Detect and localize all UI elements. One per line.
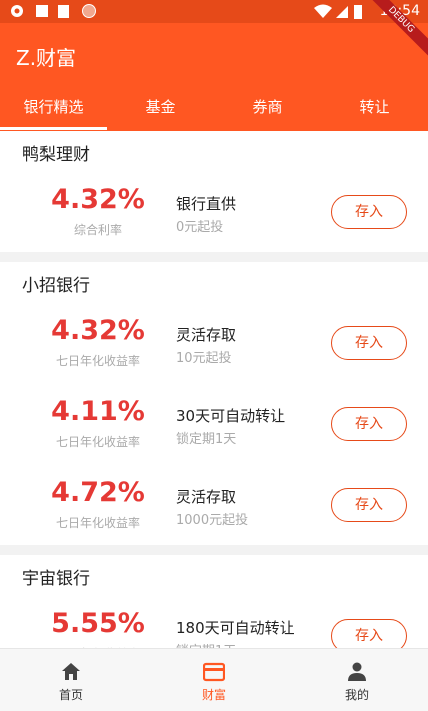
system-icons: [314, 4, 362, 19]
app-bar: Z.财富 银行精选 基金 券商 转让: [0, 23, 428, 131]
status-icons: [11, 4, 96, 18]
tab-indicator: [0, 127, 107, 130]
min-amount: 0元起投: [176, 220, 224, 235]
nav-item[interactable]: 我的: [286, 649, 428, 711]
rate-label: 七日年化收益率: [18, 645, 178, 648]
min-amount: 锁定期1天: [176, 640, 236, 648]
tab[interactable]: 基金: [145, 98, 176, 116]
product-name: 灵活存取: [176, 326, 237, 344]
rate: 4.32%: [51, 184, 145, 215]
min-amount: 10元起投: [176, 351, 232, 366]
bank-section: 鸭梨理财 4.32% 综合利率 银行直供 0元起投 存入: [0, 131, 428, 252]
section-title: 鸭梨理财: [22, 145, 90, 165]
app-title: Z.财富: [16, 46, 77, 70]
nav-item[interactable]: 财富: [143, 649, 285, 711]
section-title: 宇宙银行: [22, 569, 90, 589]
tab[interactable]: 券商: [252, 98, 283, 116]
rate-label: 七日年化收益率: [55, 516, 140, 530]
deposit-button[interactable]: 存入: [331, 619, 407, 648]
rate-label: 七日年化收益率: [55, 354, 140, 368]
rate: 4.72%: [51, 477, 145, 508]
product-name: 银行直供: [176, 195, 237, 213]
tab[interactable]: 银行精选: [23, 98, 84, 116]
nav-icon: [203, 662, 225, 682]
min-amount: 1000元起投: [176, 513, 249, 528]
deposit-button[interactable]: 存入: [331, 195, 407, 229]
rate: 4.32%: [51, 315, 145, 346]
rate: 5.55%: [51, 608, 145, 639]
nav-label: 我的: [344, 688, 369, 702]
rate-label: 七日年化收益率: [55, 435, 140, 449]
rate-label: 综合利率: [73, 223, 122, 237]
nav-label: 财富: [201, 688, 226, 702]
nav-item[interactable]: 首页: [0, 649, 142, 711]
min-amount: 锁定期1天: [176, 432, 237, 447]
tab[interactable]: 转让: [359, 98, 390, 116]
bank-section: 宇宙银行 5.55% 七日年化收益率 180天可自动转让锁定期1天 存入: [0, 555, 428, 648]
nav-icon: [348, 662, 366, 681]
nav-icon: [62, 663, 80, 680]
product-name: 灵活存取: [176, 488, 237, 506]
deposit-button[interactable]: 存入: [331, 326, 407, 360]
product-name: 180天可自动转让: [176, 619, 295, 637]
bottom-nav: 首页 财富 我的: [0, 648, 428, 711]
deposit-button[interactable]: 存入: [331, 488, 407, 522]
deposit-button[interactable]: 存入: [331, 407, 407, 441]
product-name: 30天可自动转让: [176, 407, 286, 425]
bank-section: 小招银行 4.32% 七日年化收益率 灵活存取 10元起投 存入 4.11% 七日年化收益率 3…: [0, 262, 428, 545]
rate: 4.11%: [51, 396, 145, 427]
content-list: 鸭梨理财 4.32% 综合利率 银行直供 0元起投 存入 小招银行 4.32% 七日年化收益率灵…: [0, 131, 428, 648]
section-title: 小招银行: [22, 276, 90, 296]
nav-label: 首页: [58, 688, 83, 702]
status-bar: 10:54: [0, 0, 428, 23]
